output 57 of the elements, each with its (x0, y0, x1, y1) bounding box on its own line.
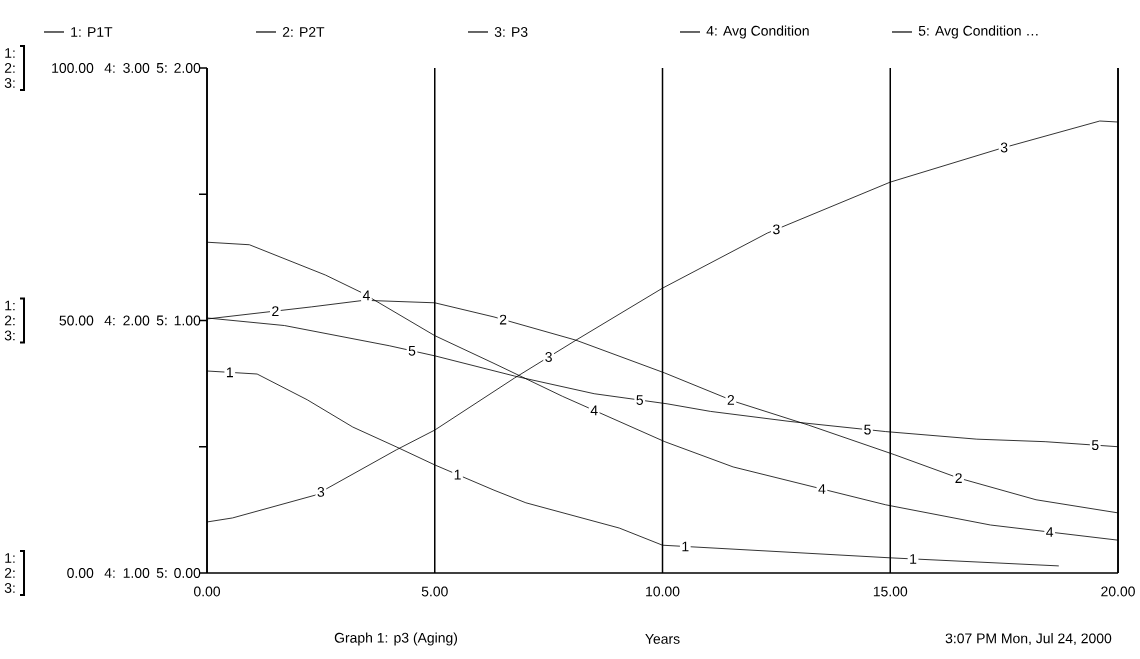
text: 1: (5, 48, 15, 58)
text: 1: (5, 553, 15, 563)
annotation: 5 (408, 345, 416, 356)
text: 4: (104, 63, 115, 73)
text: 3: (4, 330, 15, 341)
annotation: 2 (727, 395, 735, 405)
text: 1: (5, 300, 15, 311)
y-tick-label: 0.00 (67, 568, 94, 578)
y2-tick-label: 3.00 (123, 63, 150, 73)
y2-tick-label: 1.00 (123, 568, 150, 578)
text: 3: (4, 583, 15, 593)
y-tick-label: 50.00 (59, 315, 94, 326)
text: 2: (4, 568, 15, 578)
annotation: 1 (226, 367, 233, 378)
text: 3: (4, 78, 15, 88)
y-tick-label: 100.00 (52, 63, 94, 73)
legend-label: 2: P2T (282, 27, 325, 37)
legend-label: 4: Avg Condition (706, 25, 809, 39)
text: 3:07 PM Mon, Jul 24, 2000 (945, 633, 1112, 645)
annotation: 1 (910, 554, 917, 564)
text: Graph 1: p3 (Aging) (334, 632, 458, 646)
text: 4: (104, 315, 115, 326)
annotation: 1 (682, 541, 689, 552)
y3-tick-label: 1.00 (174, 315, 201, 326)
annotation: 4 (362, 290, 370, 301)
text: 5: (156, 63, 167, 73)
x-tick-label: 20.00 (1101, 586, 1135, 597)
legend-label: 3: P3 (494, 27, 528, 37)
legend-label: 5: Avg Condition … (918, 25, 1038, 39)
annotation: 4 (590, 405, 598, 416)
text: 2: (4, 315, 15, 326)
y3-tick-label: 2.00 (174, 63, 201, 73)
x-axis-title: Years (645, 634, 680, 644)
annotation: 2 (272, 306, 279, 316)
text: 4: (104, 568, 115, 578)
text: 5: (156, 568, 167, 578)
y2-tick-label: 2.00 (123, 315, 150, 326)
legend-label: 1: P1T (71, 27, 113, 37)
annotation: 1 (454, 469, 461, 480)
annotation: 5 (636, 395, 644, 405)
y3-tick-label: 0.00 (174, 568, 201, 578)
x-tick-label: 10.00 (646, 586, 680, 597)
annotation: 5 (1091, 440, 1099, 451)
annotation: 4 (1046, 527, 1054, 537)
x-tick-label: 0.00 (193, 586, 221, 597)
text: 5: (156, 315, 167, 326)
text: 2: (4, 63, 15, 73)
annotation: 3 (317, 486, 325, 497)
x-tick-label: 15.00 (873, 586, 908, 597)
annotation: 3 (773, 224, 780, 235)
annotation: 2 (499, 314, 507, 325)
annotation: 5 (864, 424, 871, 435)
annotation: 4 (818, 484, 826, 494)
annotation: 3 (1000, 142, 1008, 153)
annotation: 3 (545, 352, 552, 362)
annotation: 2 (955, 473, 962, 483)
x-tick-label: 5.00 (421, 586, 448, 597)
